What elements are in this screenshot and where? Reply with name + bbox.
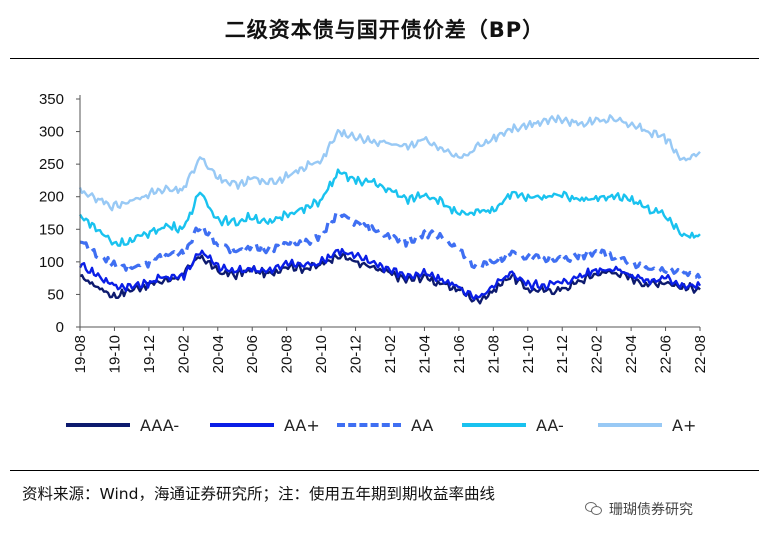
legend-label: A+ bbox=[672, 415, 697, 435]
series-line-a-minusplus bbox=[78, 114, 701, 212]
legend-item-aa: AA bbox=[337, 412, 433, 438]
x-tick-label: 21-12 bbox=[554, 335, 571, 373]
x-tick-label: 22-06 bbox=[658, 335, 675, 373]
legend-item-aa-plus: AA+ bbox=[210, 412, 320, 438]
x-tick-label: 21-02 bbox=[382, 335, 399, 373]
watermark-text: 珊瑚债券研究 bbox=[609, 502, 693, 518]
y-tick-label: 250 bbox=[39, 156, 64, 173]
x-tick-label: 20-08 bbox=[279, 335, 296, 373]
legend-swatch bbox=[598, 423, 662, 427]
series-line-aa-minusplus bbox=[78, 247, 702, 301]
x-tick-label: 22-02 bbox=[589, 335, 606, 373]
y-tick-label: 50 bbox=[47, 286, 64, 303]
line-chart: 0 50 100 150 200 250 300 350 19-08 19-10 19-12 20-0… bbox=[39, 91, 709, 373]
x-tick-label: 21-04 bbox=[416, 335, 433, 373]
legend: AAA- AA+ AA AA- A+ bbox=[0, 412, 769, 438]
watermark: 珊瑚债券研究 bbox=[585, 499, 693, 519]
y-tick-label: 150 bbox=[39, 221, 64, 238]
chart-title: 二级资本债与国开债价差（BP） bbox=[224, 18, 545, 42]
legend-label: AA+ bbox=[284, 415, 320, 435]
x-tick-label: 21-06 bbox=[451, 335, 468, 373]
footer-rule bbox=[10, 470, 759, 471]
x-tick-label: 20-04 bbox=[210, 335, 227, 373]
axes: 0 50 100 150 200 250 300 350 19-08 19-10 19-12 20-0… bbox=[39, 91, 709, 373]
title-rule bbox=[10, 58, 759, 59]
x-tick-label: 21-10 bbox=[520, 335, 537, 373]
wechat-icon bbox=[585, 502, 603, 516]
series-line-aa bbox=[79, 211, 702, 280]
legend-label: AA- bbox=[536, 415, 564, 435]
legend-swatch bbox=[66, 423, 130, 427]
series-line-aaa-minus bbox=[79, 251, 701, 305]
x-tick-label: 19-12 bbox=[141, 335, 158, 373]
x-tick-label: 21-08 bbox=[485, 335, 502, 373]
legend-swatch bbox=[337, 423, 401, 427]
x-tick-label: 19-08 bbox=[72, 335, 89, 373]
x-tick-label: 20-12 bbox=[348, 335, 365, 373]
x-tick-label: 20-02 bbox=[175, 335, 192, 373]
legend-item-a-plus: A+ bbox=[598, 412, 696, 438]
x-tick-label: 22-08 bbox=[692, 335, 709, 373]
legend-swatch bbox=[462, 423, 526, 427]
legend-label: AA bbox=[411, 415, 434, 435]
x-tick-label: 22-04 bbox=[623, 335, 640, 373]
y-tick-label: 100 bbox=[39, 254, 64, 271]
legend-item-aaa-minus: AAA- bbox=[66, 412, 179, 438]
y-tick-label: 0 bbox=[56, 319, 64, 336]
y-tick-label: 300 bbox=[39, 124, 64, 141]
x-tick-label: 20-06 bbox=[244, 335, 261, 373]
x-tick-label: 20-10 bbox=[313, 335, 330, 373]
legend-label: AAA- bbox=[140, 415, 180, 435]
y-tick-label: 200 bbox=[39, 189, 64, 206]
legend-swatch bbox=[210, 423, 274, 427]
x-tick-label: 19-10 bbox=[106, 335, 123, 373]
y-tick-label: 350 bbox=[39, 91, 64, 108]
series-lines bbox=[78, 114, 702, 305]
legend-item-aa-minus: AA- bbox=[462, 412, 564, 438]
source-note: 资料来源：Wind，海通证券研究所；注：使用五年期到期收益率曲线 bbox=[22, 485, 495, 503]
series-line-aa-minus bbox=[78, 168, 701, 247]
